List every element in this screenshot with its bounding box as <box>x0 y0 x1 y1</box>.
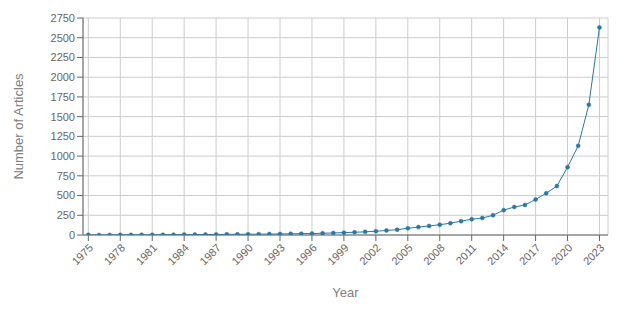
svg-text:1996: 1996 <box>293 241 319 267</box>
svg-text:750: 750 <box>57 170 75 182</box>
svg-text:1975: 1975 <box>69 241 95 267</box>
svg-text:500: 500 <box>57 189 75 201</box>
svg-text:1984: 1984 <box>165 241 191 267</box>
svg-text:2005: 2005 <box>389 241 415 267</box>
svg-text:2020: 2020 <box>549 241 575 267</box>
svg-text:1990: 1990 <box>229 241 255 267</box>
svg-text:2000: 2000 <box>51 71 75 83</box>
svg-text:2500: 2500 <box>51 32 75 44</box>
svg-text:1978: 1978 <box>101 241 127 267</box>
svg-text:0: 0 <box>69 229 75 241</box>
svg-text:2014: 2014 <box>485 241 511 267</box>
svg-text:250: 250 <box>57 209 75 221</box>
svg-text:1250: 1250 <box>51 130 75 142</box>
svg-text:2011: 2011 <box>453 241 478 266</box>
svg-text:1500: 1500 <box>51 111 75 123</box>
svg-text:1981: 1981 <box>133 241 159 267</box>
svg-text:1750: 1750 <box>51 91 75 103</box>
svg-text:1999: 1999 <box>325 241 351 267</box>
svg-text:2250: 2250 <box>51 51 75 63</box>
svg-text:Year: Year <box>332 285 359 300</box>
svg-text:1987: 1987 <box>197 241 223 267</box>
svg-text:1000: 1000 <box>51 150 75 162</box>
svg-text:2002: 2002 <box>357 241 383 267</box>
svg-text:Number of Articles: Number of Articles <box>11 73 26 180</box>
svg-text:2008: 2008 <box>421 241 447 267</box>
svg-text:1993: 1993 <box>261 241 287 267</box>
svg-text:2750: 2750 <box>51 12 75 24</box>
svg-text:2017: 2017 <box>517 241 543 267</box>
svg-text:2023: 2023 <box>581 241 607 267</box>
